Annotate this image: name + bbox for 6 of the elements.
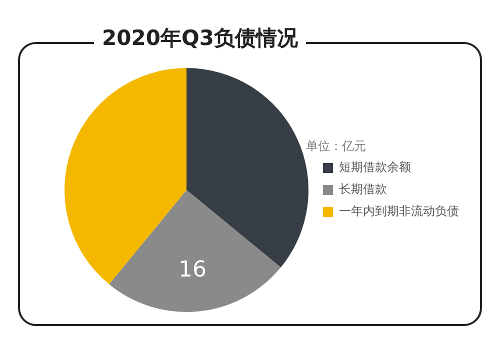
data-label: 16	[178, 257, 206, 282]
legend-label: 短期借款余额	[339, 160, 411, 174]
legend-label: 一年内到期非流动负债	[339, 204, 459, 218]
chart-title: 2020年Q3负债情况	[94, 26, 306, 50]
legend-label: 长期借款	[339, 182, 387, 196]
text: 单位：亿元	[306, 138, 366, 155]
